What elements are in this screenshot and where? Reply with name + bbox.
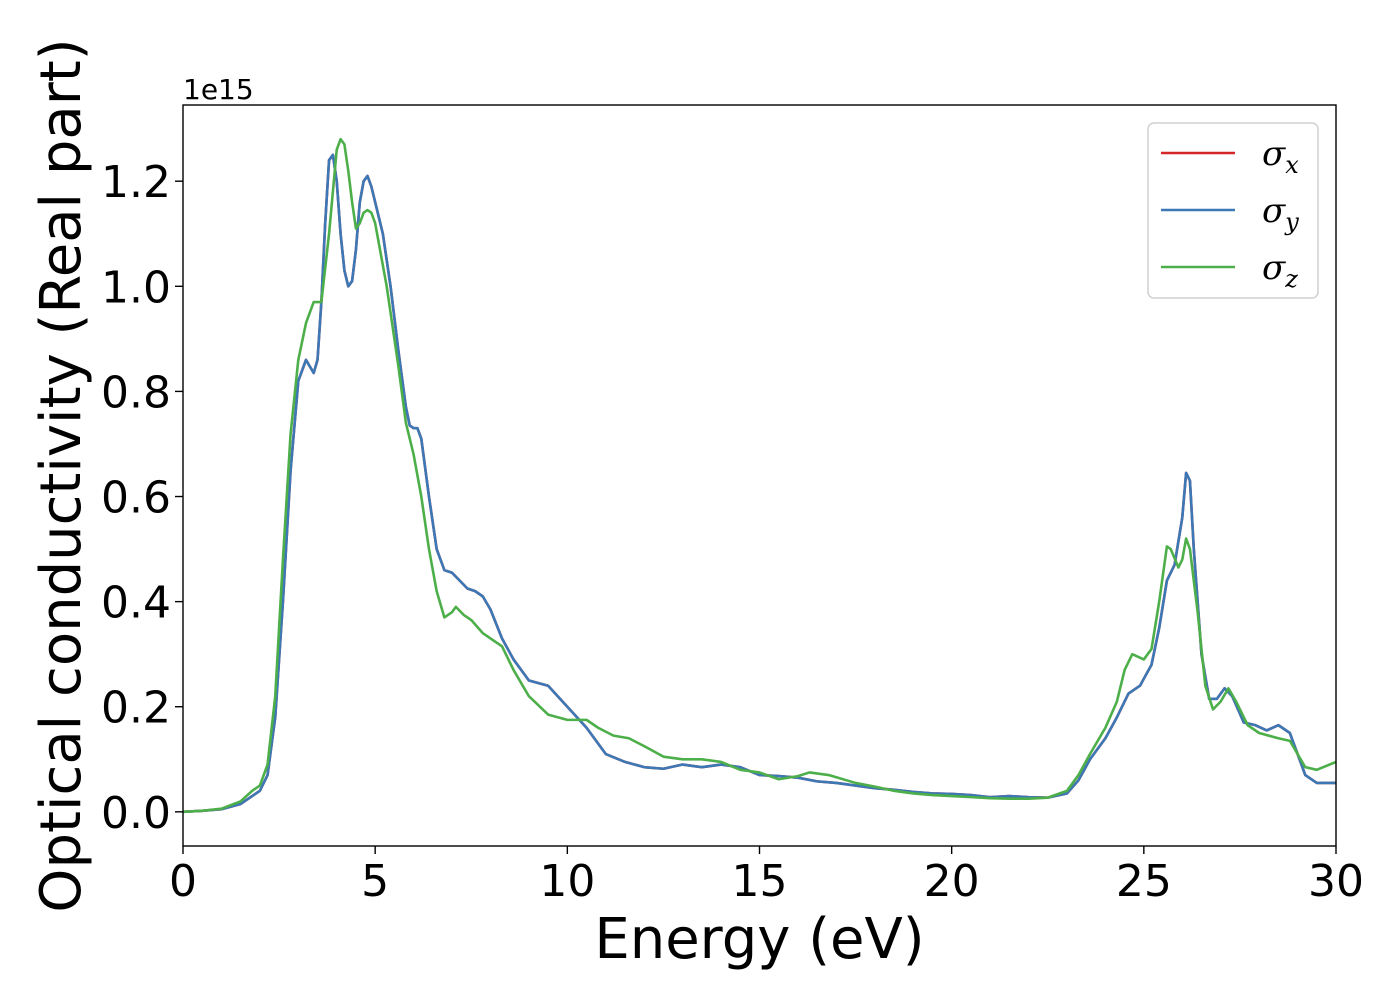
y-tick-label: 0.2 <box>101 683 171 734</box>
y-tick-label: 1.0 <box>101 262 171 313</box>
axis-ticks: 0 5 10 15 20 25 30 0.0 0.2 0.4 0.6 0.8 1.0 1.2 <box>101 157 1364 907</box>
legend: σx σy σz <box>1147 122 1319 299</box>
x-tick-label: 25 <box>1116 856 1172 907</box>
series-line-z <box>183 137 1336 814</box>
y-tick-label: 1.2 <box>101 157 171 208</box>
x-axis-label: Energy (eV) <box>594 907 924 972</box>
y-tick-label: 0.4 <box>101 578 171 629</box>
legend-label-z: σz <box>1262 248 1298 293</box>
x-tick-label: 20 <box>924 856 980 907</box>
x-tick-label: 5 <box>361 856 389 907</box>
x-tick-label: 30 <box>1308 856 1364 907</box>
x-tick-label: 0 <box>169 856 197 907</box>
series-layer <box>183 137 1336 814</box>
legend-label-y: σy <box>1262 191 1299 236</box>
x-tick-label: 10 <box>539 856 595 907</box>
y-offset-text: 1e15 <box>183 73 254 106</box>
legend-label-x: σx <box>1262 134 1299 179</box>
x-tick-label: 15 <box>732 856 788 907</box>
y-tick-label: 0.8 <box>101 367 171 418</box>
y-axis-label: Optical conductivity (Real part) <box>29 38 94 912</box>
y-tick-label: 0.6 <box>101 473 171 524</box>
y-tick-label: 0.0 <box>101 788 171 839</box>
